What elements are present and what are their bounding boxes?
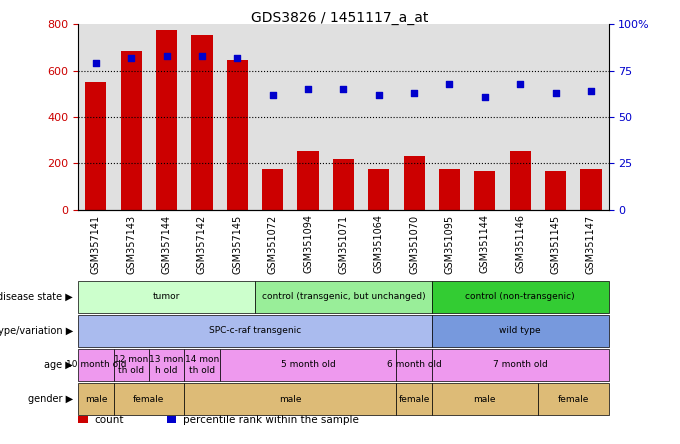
Bar: [361, 24, 396, 210]
Text: genotype/variation ▶: genotype/variation ▶: [0, 326, 73, 336]
Text: SPC-c-raf transgenic: SPC-c-raf transgenic: [209, 326, 301, 335]
Bar: [580, 169, 602, 210]
Bar: [220, 24, 255, 210]
Text: 10 month old: 10 month old: [66, 361, 126, 369]
Point: [232, 54, 243, 61]
Bar: [326, 24, 361, 210]
Text: 5 month old: 5 month old: [281, 361, 335, 369]
Bar: [297, 151, 319, 210]
Bar: [255, 24, 290, 210]
Bar: [85, 82, 107, 210]
Bar: [396, 24, 432, 210]
Text: 13 mon
h old: 13 mon h old: [150, 355, 184, 375]
Point: [126, 54, 137, 61]
Text: male: male: [473, 395, 496, 404]
Point: [90, 60, 101, 67]
Point: [303, 86, 313, 93]
Bar: [467, 24, 503, 210]
Bar: [439, 169, 460, 210]
Text: disease state ▶: disease state ▶: [0, 292, 73, 301]
Text: male: male: [279, 395, 302, 404]
Text: control (non-transgenic): control (non-transgenic): [465, 292, 575, 301]
Bar: [149, 24, 184, 210]
Text: gender ▶: gender ▶: [28, 394, 73, 404]
Text: female: female: [398, 395, 430, 404]
Point: [444, 80, 455, 87]
Point: [267, 91, 278, 98]
Text: 12 mon
th old: 12 mon th old: [114, 355, 148, 375]
Bar: [184, 24, 220, 210]
Text: female: female: [558, 395, 589, 404]
Bar: [191, 35, 213, 210]
Bar: [403, 156, 425, 210]
Point: [373, 91, 384, 98]
Point: [197, 52, 207, 59]
Bar: [545, 171, 566, 210]
Bar: [573, 24, 609, 210]
Point: [409, 89, 420, 96]
Bar: [333, 159, 354, 210]
Bar: [503, 24, 538, 210]
Bar: [120, 51, 142, 210]
Point: [161, 52, 172, 59]
Text: 6 month old: 6 month old: [387, 361, 441, 369]
Text: 7 month old: 7 month old: [493, 361, 547, 369]
Bar: [538, 24, 573, 210]
Text: female: female: [133, 395, 165, 404]
Text: tumor: tumor: [153, 292, 180, 301]
Text: percentile rank within the sample: percentile rank within the sample: [183, 415, 359, 424]
Bar: [432, 24, 467, 210]
Text: male: male: [84, 395, 107, 404]
Bar: [156, 30, 177, 210]
Point: [515, 80, 526, 87]
Bar: [290, 24, 326, 210]
Bar: [474, 171, 496, 210]
Bar: [509, 151, 531, 210]
Bar: [368, 169, 390, 210]
Text: count: count: [95, 415, 124, 424]
Point: [550, 89, 561, 96]
Bar: [78, 24, 114, 210]
Text: 14 mon
th old: 14 mon th old: [185, 355, 219, 375]
Point: [479, 93, 490, 100]
Bar: [226, 60, 248, 210]
Text: control (transgenic, but unchanged): control (transgenic, but unchanged): [262, 292, 425, 301]
Bar: [262, 169, 284, 210]
Text: GDS3826 / 1451117_a_at: GDS3826 / 1451117_a_at: [252, 11, 428, 25]
Point: [338, 86, 349, 93]
Text: wild type: wild type: [499, 326, 541, 335]
Text: age ▶: age ▶: [44, 360, 73, 370]
Point: [585, 87, 596, 95]
Bar: [114, 24, 149, 210]
